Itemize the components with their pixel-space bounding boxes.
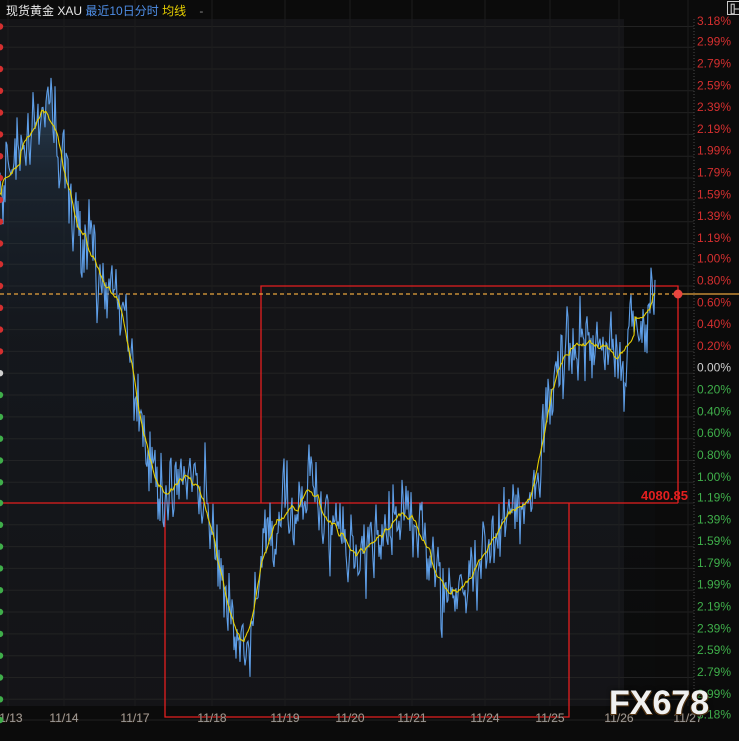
svg-text:11/19: 11/19 — [270, 711, 299, 725]
svg-text:11/13: 11/13 — [0, 711, 23, 725]
svg-text:11/24: 11/24 — [470, 711, 499, 725]
svg-text:4080.85: 4080.85 — [641, 488, 688, 503]
svg-text:2.39%: 2.39% — [697, 621, 731, 635]
svg-text:1.59%: 1.59% — [697, 534, 731, 548]
svg-text:11/21: 11/21 — [397, 711, 426, 725]
svg-text:0.60%: 0.60% — [697, 426, 731, 440]
svg-text:2.99%: 2.99% — [697, 35, 731, 49]
svg-text:2.59%: 2.59% — [697, 78, 731, 92]
svg-text:2.39%: 2.39% — [697, 100, 731, 114]
svg-text:11/17: 11/17 — [120, 711, 149, 725]
svg-text:1.79%: 1.79% — [697, 556, 731, 570]
svg-text:1.39%: 1.39% — [697, 512, 731, 526]
svg-text:1.99%: 1.99% — [697, 578, 731, 592]
svg-text:1.39%: 1.39% — [697, 209, 731, 223]
svg-text:0.60%: 0.60% — [697, 295, 731, 309]
svg-text:2.19%: 2.19% — [697, 122, 731, 136]
svg-text:2.79%: 2.79% — [697, 57, 731, 71]
svg-text:1.00%: 1.00% — [697, 252, 731, 266]
svg-text:0.20%: 0.20% — [697, 339, 731, 353]
svg-text:0.40%: 0.40% — [697, 404, 731, 418]
svg-text:1.79%: 1.79% — [697, 166, 731, 180]
svg-text:3.18%: 3.18% — [697, 14, 731, 28]
svg-text:11/25: 11/25 — [535, 711, 564, 725]
svg-text:2.79%: 2.79% — [697, 665, 731, 679]
svg-text:2.19%: 2.19% — [697, 600, 731, 614]
svg-text:0.20%: 0.20% — [697, 383, 731, 397]
svg-text:1.19%: 1.19% — [697, 231, 731, 245]
svg-text:11/20: 11/20 — [335, 711, 364, 725]
svg-text:1.59%: 1.59% — [697, 187, 731, 201]
svg-text:1.19%: 1.19% — [697, 491, 731, 505]
svg-text:0.40%: 0.40% — [697, 317, 731, 331]
svg-text:1.00%: 1.00% — [697, 470, 731, 484]
svg-text:11/18: 11/18 — [197, 711, 226, 725]
svg-text:2.59%: 2.59% — [697, 643, 731, 657]
svg-text:11/14: 11/14 — [49, 711, 78, 725]
svg-text:0.80%: 0.80% — [697, 274, 731, 288]
svg-text:1.99%: 1.99% — [697, 144, 731, 158]
svg-text:0.00%: 0.00% — [697, 361, 731, 375]
svg-text:0.80%: 0.80% — [697, 448, 731, 462]
